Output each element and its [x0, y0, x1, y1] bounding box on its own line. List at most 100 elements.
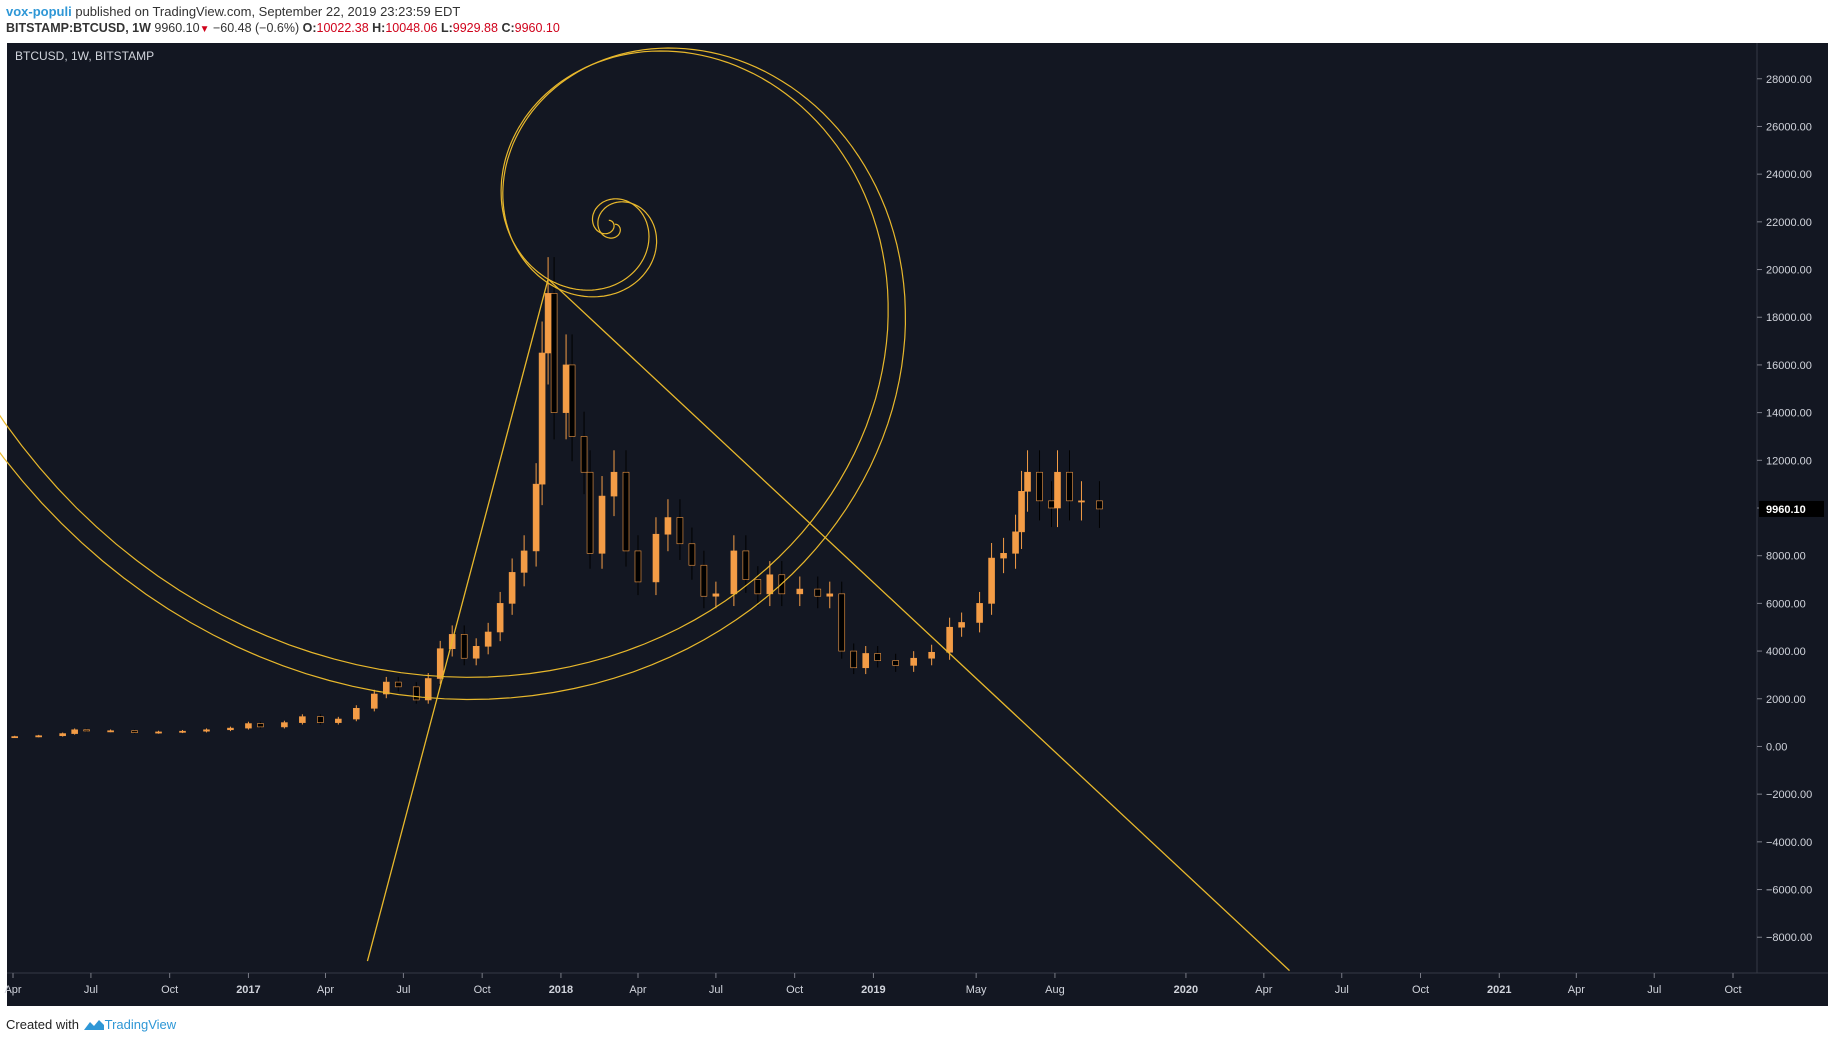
- candle-body: [730, 550, 738, 595]
- price-tick-label: 26000.00: [1766, 121, 1812, 133]
- price-tick-label: 24000.00: [1766, 169, 1812, 181]
- author-link[interactable]: vox-populi: [6, 4, 72, 19]
- price-tick-label: −6000.00: [1766, 885, 1812, 897]
- candle-body: [538, 352, 546, 485]
- price-tick-label: 8000.00: [1766, 551, 1806, 563]
- candle-body: [712, 593, 720, 597]
- high-value: 10048.06: [385, 21, 438, 35]
- trend-line: [366, 278, 549, 962]
- price-tick-label: −8000.00: [1766, 932, 1812, 944]
- published-text: published on TradingView.com, September …: [75, 4, 461, 19]
- time-tick-label: Oct: [161, 984, 178, 996]
- price-tick-label: 28000.00: [1766, 74, 1812, 86]
- candle-body: [281, 722, 288, 728]
- candle-body: [892, 660, 899, 666]
- candle-body: [370, 693, 378, 709]
- close-value: 9960.10: [514, 21, 560, 35]
- candle-body: [976, 603, 983, 623]
- price-tick-label: −4000.00: [1766, 837, 1812, 849]
- high-label: H:: [372, 21, 386, 35]
- low-label: L:: [440, 21, 453, 35]
- candle-body: [586, 471, 594, 554]
- time-tick-label: Apr: [4, 984, 21, 996]
- candle-body: [245, 723, 252, 729]
- footer: Created with TradingView: [6, 1017, 176, 1032]
- time-tick-label: Jul: [709, 984, 723, 996]
- candle-body: [484, 631, 492, 647]
- candle-body: [520, 550, 528, 573]
- candle-body: [634, 550, 642, 583]
- candle-body: [317, 716, 324, 723]
- price-tick-label: 4000.00: [1766, 646, 1806, 658]
- price-chart[interactable]: 28000.00 26000.00 24000.00 22000.00 20000.00…: [0, 43, 1828, 1006]
- price-change: −60.48 (−0.6%): [212, 21, 300, 35]
- time-tick-label: Jul: [1335, 984, 1349, 996]
- candle-body: [299, 716, 306, 723]
- candle-body: [652, 533, 660, 583]
- candle-body: [580, 436, 588, 473]
- time-tick-label: Apr: [1568, 984, 1585, 996]
- candle-body: [946, 626, 953, 653]
- time-tick-label: Oct: [786, 984, 803, 996]
- candle-body: [1012, 531, 1019, 554]
- candle-body: [107, 730, 114, 733]
- candle-body: [622, 471, 630, 552]
- candle-body: [754, 579, 762, 595]
- open-label: O:: [302, 21, 317, 35]
- last-price-tag: [1759, 500, 1824, 517]
- price-tick-label: 12000.00: [1766, 455, 1812, 467]
- candle-body: [1000, 553, 1007, 559]
- candle-body: [155, 731, 162, 734]
- time-tick-label: Oct: [1412, 984, 1429, 996]
- candle-body: [532, 483, 540, 552]
- close-label: C:: [501, 21, 515, 35]
- candle-body: [1096, 500, 1103, 510]
- candle-body: [257, 723, 264, 728]
- candle-body: [766, 574, 774, 595]
- candle-body: [742, 550, 750, 580]
- open-value: 10022.38: [316, 21, 369, 35]
- candle-body: [700, 564, 708, 597]
- time-tick-label: 2021: [1487, 984, 1511, 996]
- time-tick-label: Aug: [1045, 984, 1065, 996]
- low-value: 9929.88: [452, 21, 498, 35]
- trend-line: [547, 278, 1290, 972]
- candle-body: [1018, 491, 1025, 533]
- time-tick-label: Jul: [1647, 984, 1661, 996]
- last-price-label: 9960.10: [1766, 504, 1806, 516]
- time-tick-label: Apr: [1255, 984, 1272, 996]
- candle-body: [862, 653, 870, 669]
- candle-body: [1024, 471, 1031, 492]
- down-triangle-icon: ▼: [199, 24, 210, 35]
- candle-body: [59, 733, 66, 737]
- time-tick-label: Apr: [629, 984, 646, 996]
- fibonacci-spiral-outer: [0, 47, 907, 701]
- price-tick-label: 2000.00: [1766, 694, 1806, 706]
- candle-body: [382, 681, 390, 695]
- candle-body: [83, 729, 90, 732]
- candle-body: [179, 730, 186, 733]
- candle-body: [550, 293, 558, 413]
- time-tick-label: 2017: [236, 984, 260, 996]
- tradingview-logo-icon: [83, 1020, 104, 1030]
- candle-body: [35, 735, 42, 738]
- candle-body: [424, 678, 432, 701]
- price-tick-label: 16000.00: [1766, 360, 1812, 372]
- time-tick-label: Jul: [396, 984, 410, 996]
- candle-body: [664, 517, 672, 535]
- price-tick-label: 20000.00: [1766, 265, 1812, 277]
- tradingview-link[interactable]: TradingView: [104, 1017, 177, 1032]
- time-tick-label: 2020: [1174, 984, 1198, 996]
- candle-body: [203, 729, 210, 732]
- candle-body: [131, 730, 138, 733]
- candle-body: [353, 708, 360, 720]
- candle-body: [988, 557, 995, 604]
- candle-body: [598, 495, 606, 554]
- candle-body: [610, 471, 618, 497]
- price-tick-label: 14000.00: [1766, 408, 1812, 420]
- candle-body: [562, 364, 570, 413]
- plot-area: [7, 43, 1757, 973]
- candle-body: [874, 653, 882, 661]
- candle-body: [11, 736, 19, 739]
- symbol-label: BITSTAMP:BTCUSD, 1W: [6, 21, 151, 35]
